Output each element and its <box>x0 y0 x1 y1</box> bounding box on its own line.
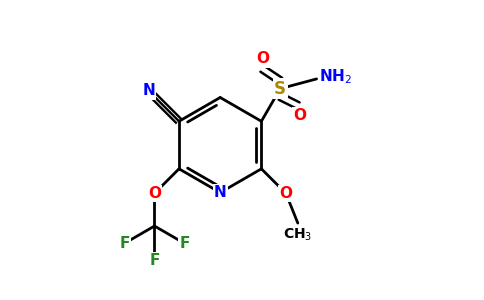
Text: N: N <box>142 83 155 98</box>
Text: O: O <box>279 186 292 201</box>
Text: O: O <box>293 108 306 123</box>
Text: F: F <box>180 236 190 251</box>
Text: F: F <box>119 236 130 251</box>
Text: O: O <box>148 186 161 201</box>
Text: S: S <box>274 80 286 98</box>
Text: NH$_2$: NH$_2$ <box>318 68 351 86</box>
Text: N: N <box>214 185 227 200</box>
Text: O: O <box>256 51 269 66</box>
Text: F: F <box>149 253 160 268</box>
Text: CH$_3$: CH$_3$ <box>283 227 313 243</box>
